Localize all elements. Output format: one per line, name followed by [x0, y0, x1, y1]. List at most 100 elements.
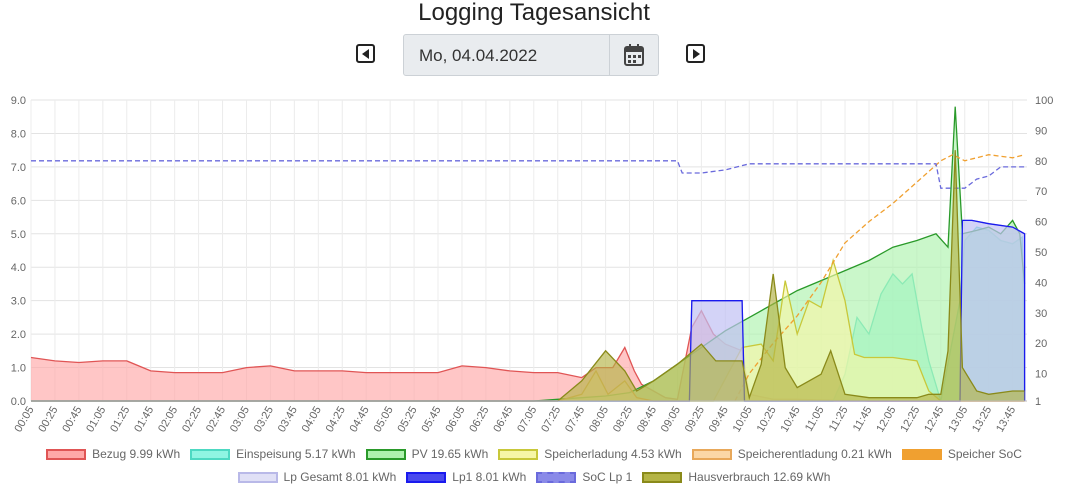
x-tick-label: 01:45	[132, 405, 156, 435]
x-tick-label: 11:45	[851, 405, 875, 434]
legend-label: PV 19.65 kWh	[411, 447, 489, 461]
x-tick-label: 03:05	[228, 405, 252, 435]
x-tick-label: 04:25	[324, 405, 348, 435]
x-tick-label: 07:25	[539, 405, 563, 435]
x-tick-label: 06:45	[491, 405, 515, 435]
x-tick-label: 13:05	[946, 405, 970, 435]
x-tick-label: 07:05	[515, 405, 539, 435]
y-left-tick-label: 0.0	[11, 396, 26, 408]
legend-row-2: Lp Gesamt 8.01 kWh Lp1 8.01 kWh SoC Lp 1 Ha…	[0, 470, 1068, 484]
y-right-tick-label: 20	[1035, 338, 1047, 350]
date-field[interactable]: Mo, 04.04.2022	[419, 46, 538, 65]
legend-label: Lp1 8.01 kWh	[452, 470, 527, 484]
x-tick-label: 11:25	[827, 405, 851, 434]
legend-swatch	[536, 471, 577, 483]
x-tick-label: 05:25	[396, 405, 420, 435]
series-line	[31, 258, 1025, 402]
y-right-tick-label: 60	[1035, 217, 1047, 229]
caret-right-icon	[693, 49, 700, 59]
y-right-tick-label: 70	[1035, 186, 1047, 198]
legend-swatch	[901, 448, 942, 460]
legend-label: Hausverbrauch 12.69 kWh	[688, 470, 831, 484]
x-tick-label: 03:25	[252, 405, 276, 435]
y-right-tick-label: 1	[1035, 396, 1041, 408]
legend-label: Einspeisung 5.17 kWh	[236, 447, 356, 461]
legend-item[interactable]: PV 19.65 kWh	[365, 447, 489, 461]
x-tick-label: 12:25	[898, 405, 922, 435]
legend-item[interactable]: Speicher SoC	[901, 447, 1022, 461]
x-tick-label: 09:05	[659, 405, 683, 435]
calendar-icon	[624, 44, 644, 66]
x-tick-label: 07:45	[563, 405, 587, 435]
legend-label: Speicher SoC	[947, 447, 1022, 461]
x-tick-label: 08:25	[611, 405, 635, 435]
x-tick-label: 00:05	[12, 405, 36, 435]
x-tick-label: 06:05	[443, 405, 467, 435]
date-input-group[interactable]: Mo, 04.04.2022	[403, 34, 659, 76]
legend-item[interactable]: Einspeisung 5.17 kWh	[190, 447, 356, 461]
y-left-tick-label: 7.0	[11, 162, 26, 174]
x-tick-label: 02:25	[180, 405, 204, 435]
legend-row-1: Bezug 9.99 kWh Einspeisung 5.17 kWh PV 19.…	[0, 447, 1068, 461]
legend-swatch	[365, 448, 406, 460]
legend-swatch	[237, 471, 278, 483]
y-right-tick-label: 10	[1035, 369, 1047, 381]
legend-item[interactable]: Hausverbrauch 12.69 kWh	[642, 470, 830, 484]
y-right-tick-label: 40	[1035, 277, 1047, 289]
legend-item[interactable]: Lp Gesamt 8.01 kWh	[237, 470, 396, 484]
x-tick-label: 01:25	[108, 405, 132, 435]
y-left-tick-label: 9.0	[11, 95, 26, 107]
y-right-tick-label: 100	[1035, 95, 1053, 107]
y-right-tick-label: 30	[1035, 308, 1047, 320]
y-right-tick-label: 80	[1035, 156, 1047, 168]
next-day-button[interactable]	[686, 44, 705, 63]
legend-label: SoC Lp 1	[582, 470, 633, 484]
y-right-tick-label: 50	[1035, 247, 1047, 259]
x-tick-label: 06:25	[467, 404, 491, 434]
y-left-tick-label: 5.0	[11, 229, 26, 241]
x-tick-label: 08:05	[587, 405, 611, 435]
calendar-button[interactable]	[609, 35, 658, 75]
x-tick-label: 12:45	[922, 405, 946, 435]
legend-label: Speicherladung 4.53 kWh	[544, 447, 682, 461]
page-title: Logging Tagesansicht	[418, 0, 650, 26]
x-tick-label: 08:45	[635, 405, 659, 435]
x-tick-label: 04:45	[348, 405, 372, 435]
legend-label: Speicherentladung 0.21 kWh	[737, 447, 892, 461]
y-right-tick-label: 90	[1035, 125, 1047, 137]
legend-item[interactable]: Speicherladung 4.53 kWh	[498, 447, 682, 461]
series-line	[31, 160, 1025, 189]
y-left-tick-label: 2.0	[11, 329, 26, 341]
legend-swatch	[406, 471, 447, 483]
legend-item[interactable]: Lp1 8.01 kWh	[406, 470, 526, 484]
x-tick-label: 10:05	[731, 405, 755, 435]
y-left-tick-label: 6.0	[11, 195, 26, 207]
x-tick-label: 10:25	[755, 405, 779, 435]
x-tick-label: 04:05	[300, 405, 324, 435]
legend-item[interactable]: Bezug 9.99 kWh	[46, 447, 180, 461]
x-tick-label: 12:05	[874, 405, 898, 435]
legend-item[interactable]: Speicherentladung 0.21 kWh	[691, 447, 892, 461]
y-left-tick-label: 1.0	[11, 363, 26, 375]
energy-chart: 0.0 1.0 2.0 3.0 4.0 5.0 6.0 7.0 8.0 9.0 1 10 20 30 40 5…	[11, 95, 1054, 435]
series-line	[31, 219, 1026, 402]
y-left-tick-label: 4.0	[11, 262, 26, 274]
x-tick-label: 13:45	[994, 405, 1018, 435]
legend-swatch	[190, 448, 231, 460]
x-tick-label: 03:45	[276, 405, 300, 435]
legend-item[interactable]: SoC Lp 1	[536, 470, 632, 484]
x-tick-label: 02:05	[156, 405, 180, 435]
series-area	[31, 150, 1025, 401]
x-tick-label: 05:45	[419, 405, 443, 435]
legend-swatch	[642, 471, 683, 483]
caret-left-icon	[362, 49, 369, 59]
previous-day-button[interactable]	[356, 44, 375, 63]
y-left-tick-label: 3.0	[11, 296, 26, 308]
legend-swatch	[46, 448, 87, 460]
y-left-tick-label: 8.0	[11, 128, 26, 140]
legend-swatch	[691, 448, 732, 460]
x-tick-label: 11:05	[803, 405, 827, 434]
x-tick-label: 13:25	[970, 405, 994, 435]
x-tick-label: 00:25	[36, 405, 60, 435]
legend-label: Bezug 9.99 kWh	[92, 447, 181, 461]
